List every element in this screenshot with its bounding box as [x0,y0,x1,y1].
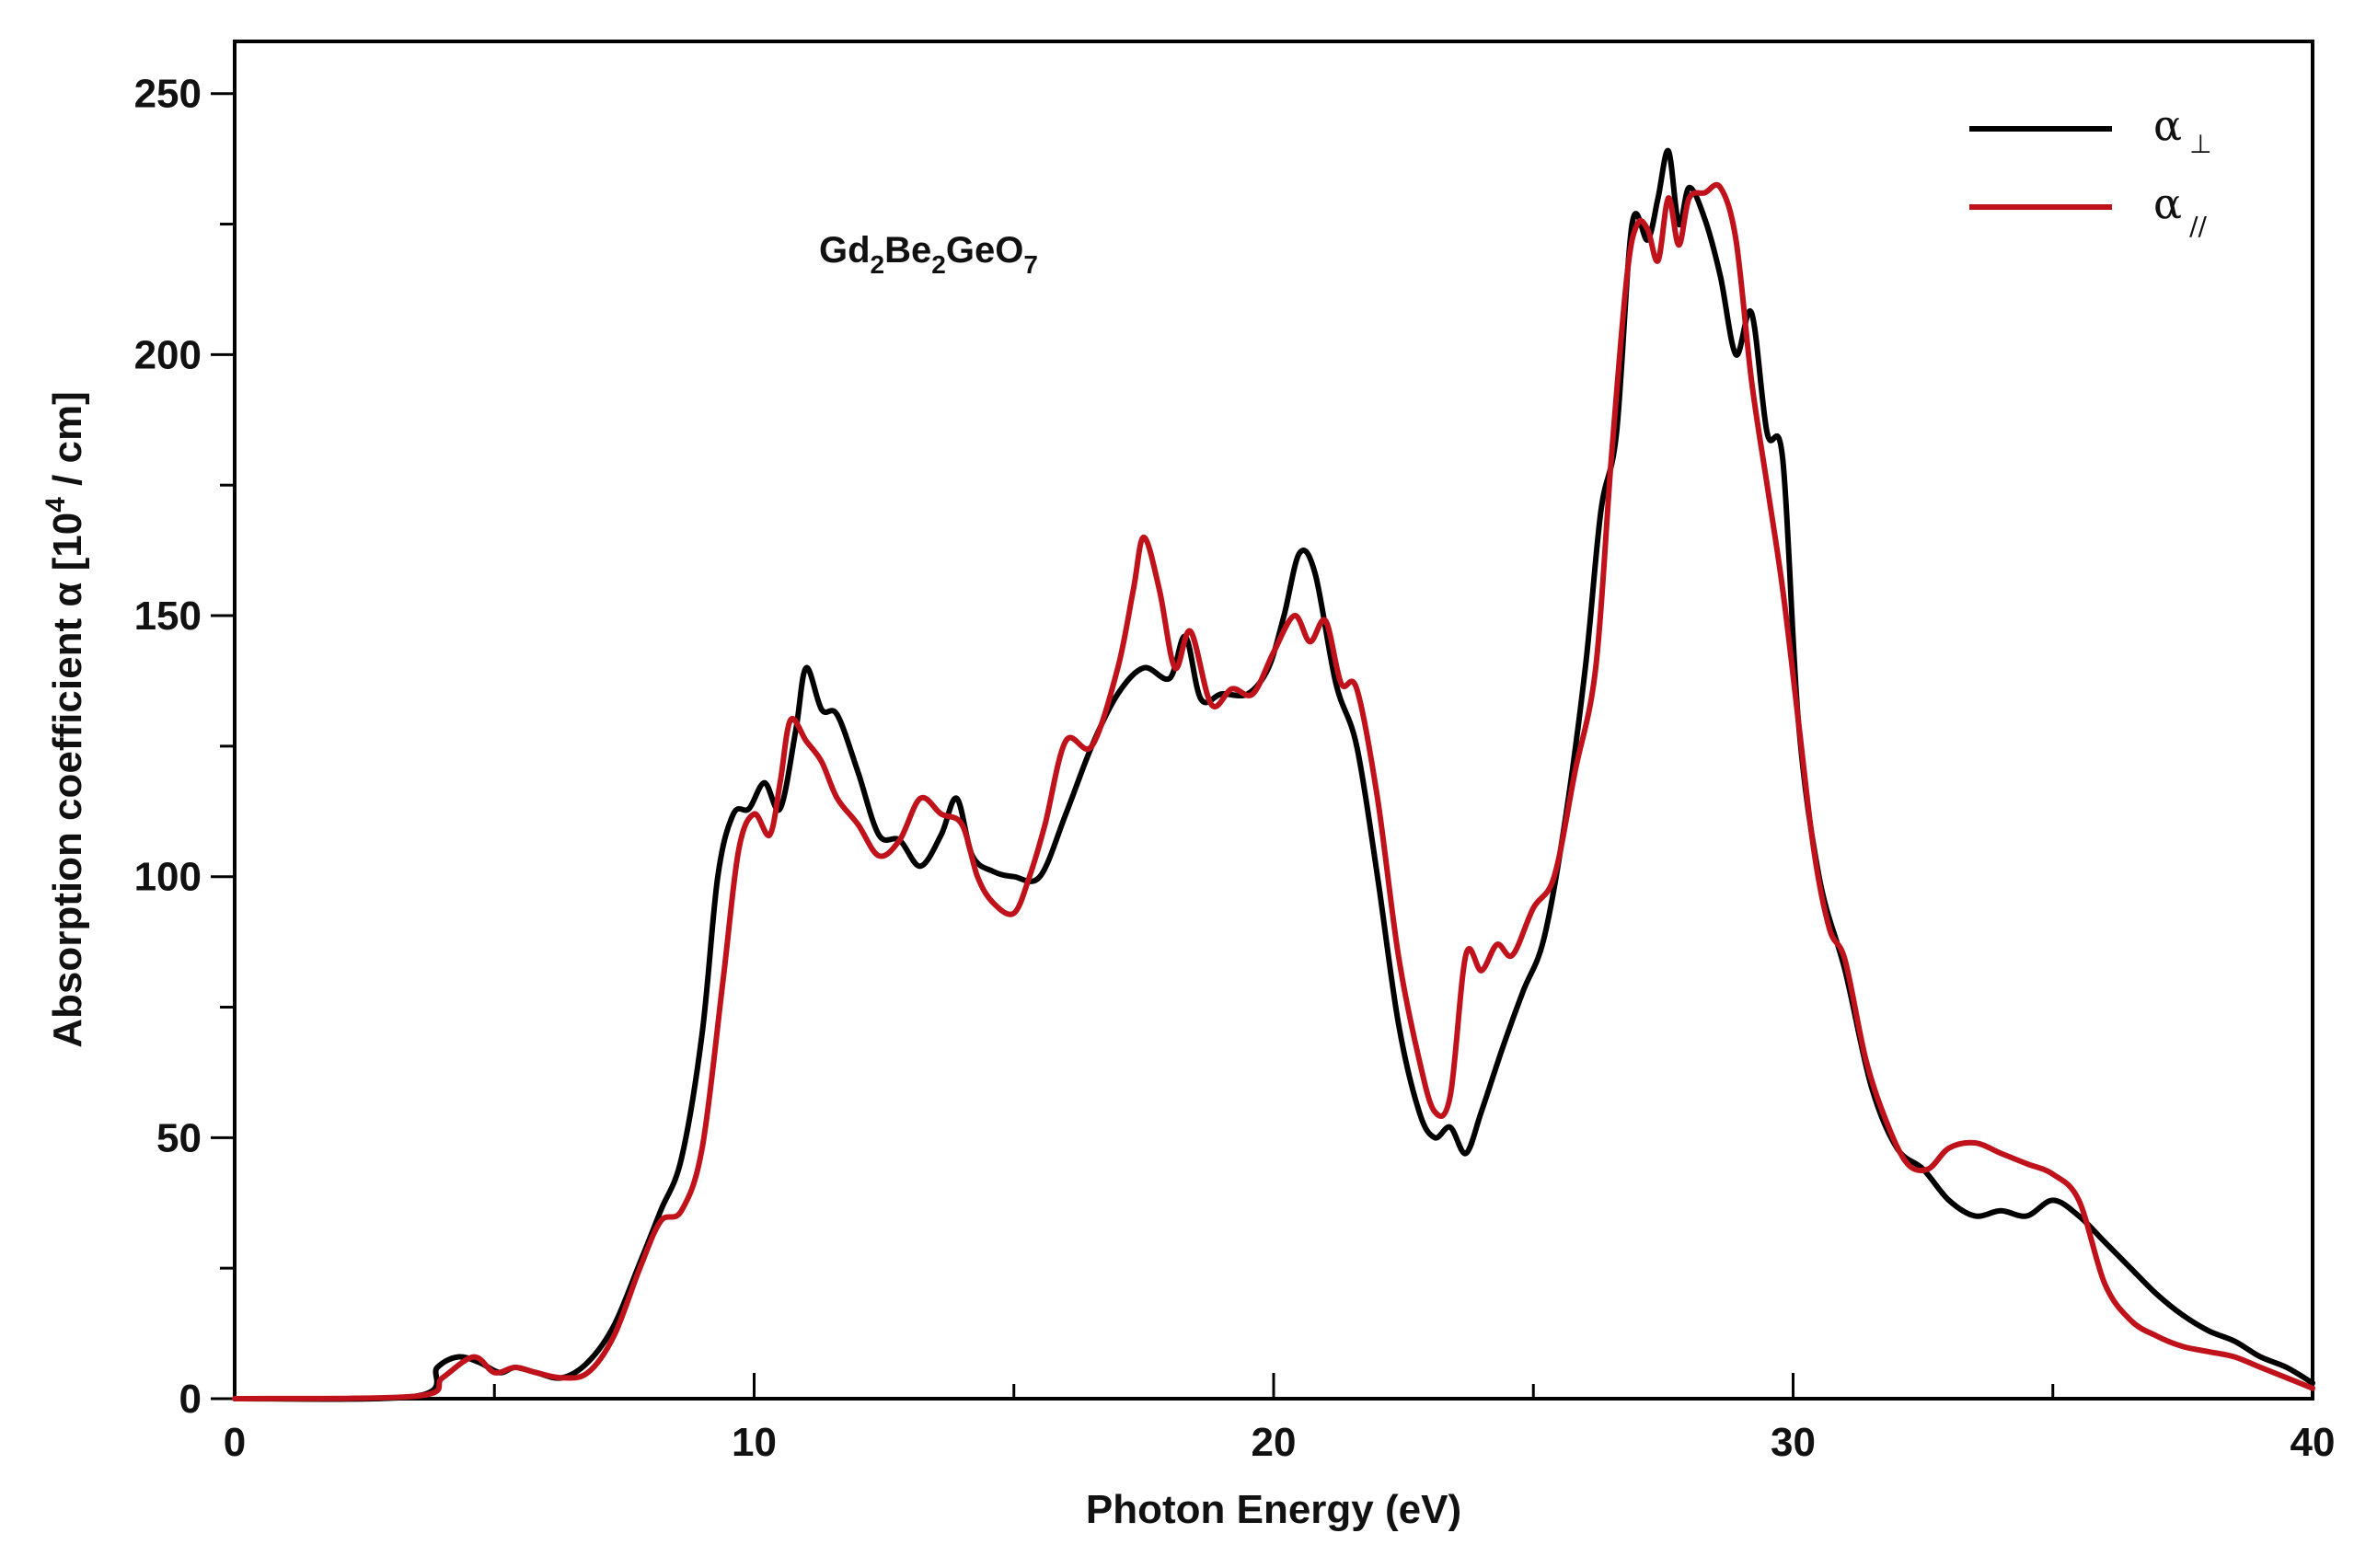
compound-subscript: 2 [931,250,946,279]
y-axis-title: Absorption coefficient α [104 / cm] [40,391,90,1048]
legend: α ⊥ α// [1969,100,2211,241]
legend-label-perp-alpha: α [2153,100,2182,150]
compound-subscript: 2 [871,250,885,279]
y-axis-title-exponent: 4 [40,497,71,513]
y-tick-label: 250 [134,72,202,117]
legend-label-parallel-sub: // [2189,211,2207,241]
legend-label-perp: α ⊥ [2153,100,2211,159]
x-tick-label: 0 [224,1420,246,1465]
x-tick-label: 30 [1771,1420,1816,1465]
axis-ticks: 0 10 20 30 40 0 50 100 150 200 250 [134,72,2336,1465]
series-line-alpha-perp [232,148,2315,1402]
x-axis-title: Photon Energy (eV) [1086,1487,1461,1532]
legend-label-parallel-alpha: α [2153,179,2182,228]
x-tick-label: 20 [1252,1420,1297,1465]
compound-text: GeO [946,230,1023,271]
y-tick-label: 100 [134,855,202,900]
y-axis-title-unit: / cm] [45,391,90,497]
compound-subscript: 7 [1023,250,1038,279]
compound-label: Gd2Be2GeO7 [819,230,1038,279]
legend-label-perp-sub: ⊥ [2189,129,2211,159]
x-tick-label: 40 [2291,1420,2336,1465]
y-tick-label: 0 [179,1377,202,1422]
series-layer [232,148,2315,1402]
y-axis-title-main: Absorption coefficient α [10 [45,513,90,1048]
series-line-alpha-parallel [232,181,2315,1401]
y-tick-label: 150 [134,594,202,639]
x-tick-label: 10 [732,1420,777,1465]
y-tick-label: 50 [156,1115,202,1160]
compound-text: Gd [819,230,871,271]
y-tick-label: 200 [134,332,202,377]
plot-frame [233,40,2314,1401]
legend-label-parallel: α// [2153,179,2208,241]
compound-text: Be [884,230,931,271]
